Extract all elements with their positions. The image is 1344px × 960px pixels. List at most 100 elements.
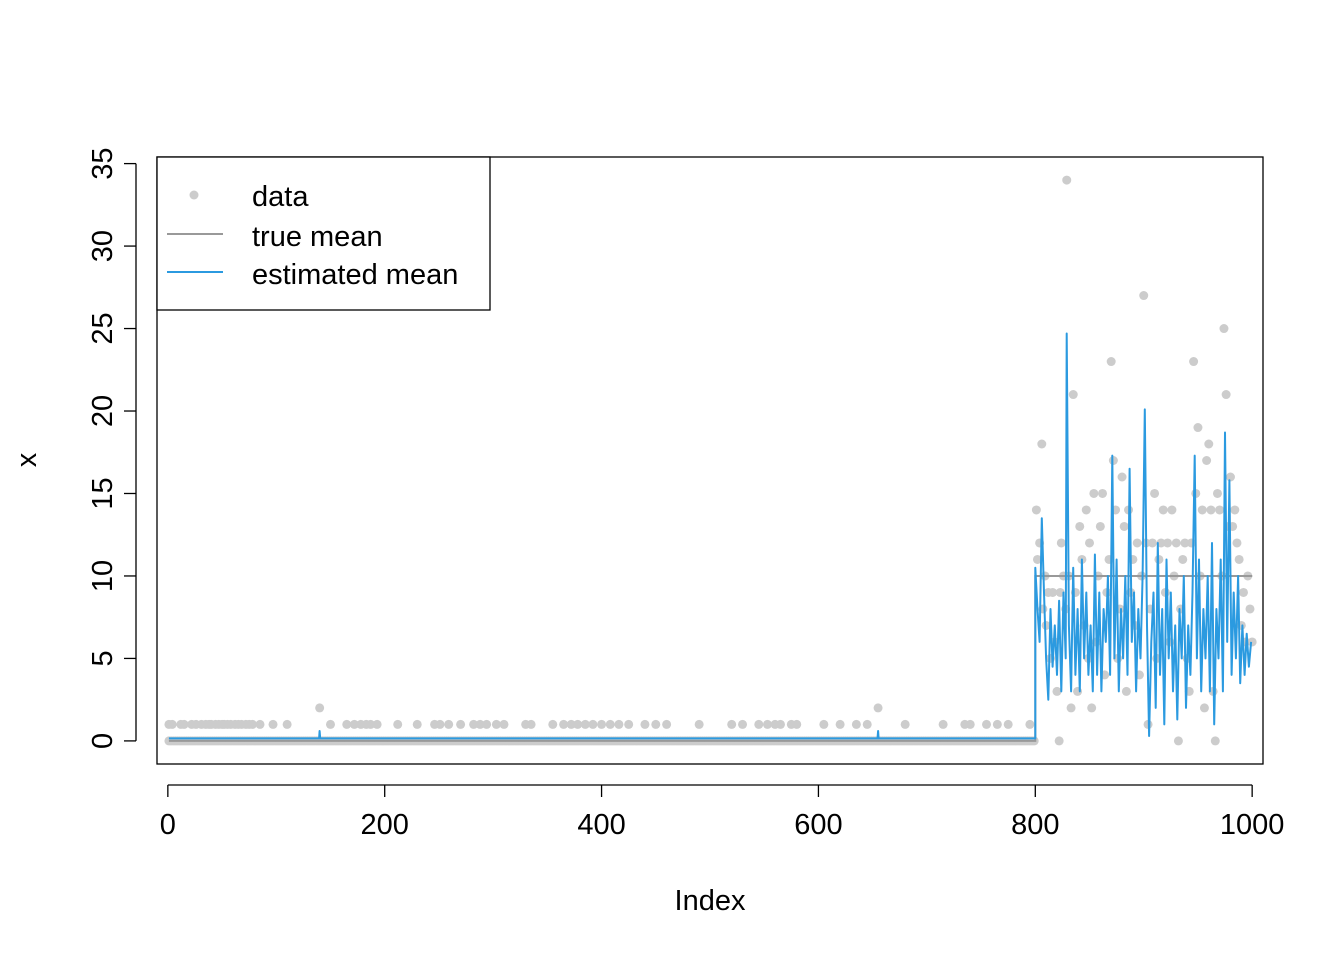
- data-point: [1052, 686, 1062, 696]
- data-point: [775, 719, 785, 729]
- data-point: [1066, 703, 1076, 713]
- data-point: [1108, 456, 1118, 465]
- data-point: [1212, 488, 1222, 498]
- data-point: [1193, 423, 1203, 433]
- data-point: [1167, 505, 1177, 515]
- data-point: [491, 719, 501, 729]
- data-point: [738, 719, 748, 729]
- y-axis: 0 5 10 15 20 25 30 35: [87, 147, 137, 749]
- legend-label-data: data: [252, 181, 309, 213]
- data-point: [247, 719, 257, 729]
- data-point: [1173, 736, 1183, 746]
- data-point: [580, 719, 590, 729]
- data-point: [792, 719, 802, 729]
- data-point: [1202, 456, 1212, 465]
- x-tick-label: 600: [794, 809, 842, 841]
- data-point: [475, 719, 485, 729]
- data-point: [559, 719, 569, 729]
- data-point: [1247, 637, 1257, 647]
- data-point: [1062, 175, 1072, 185]
- data-point: [1056, 538, 1066, 548]
- y-tick-label: 0: [87, 733, 119, 749]
- data-point: [1186, 538, 1196, 548]
- data-point: [1025, 719, 1035, 729]
- data-point: [640, 719, 650, 729]
- data-point: [167, 719, 177, 729]
- data-point: [1204, 439, 1214, 449]
- data-point: [325, 719, 335, 729]
- data-point: [566, 719, 576, 729]
- data-point: [1048, 587, 1058, 597]
- data-point: [651, 719, 661, 729]
- data-point: [819, 719, 829, 729]
- data-point: [1221, 390, 1231, 400]
- data-point: [1232, 538, 1242, 548]
- data-point: [1068, 390, 1078, 400]
- data-point: [282, 719, 292, 729]
- data-point: [762, 719, 772, 729]
- data-point: [1206, 505, 1216, 515]
- data-point: [179, 719, 189, 729]
- data-point: [1117, 472, 1127, 482]
- data-point: [435, 719, 445, 729]
- data-point: [1075, 521, 1085, 531]
- data-point: [1037, 439, 1047, 449]
- data-point: [694, 719, 704, 729]
- y-tick-label: 5: [87, 650, 119, 666]
- data-point: [1041, 620, 1051, 630]
- data-point: [573, 719, 583, 729]
- data-point: [614, 719, 624, 729]
- data-point: [727, 719, 737, 729]
- estimated-mean-line: [168, 332, 1253, 740]
- y-tick-label: 35: [87, 147, 119, 179]
- data-layer: [164, 175, 1257, 746]
- data-point: [1081, 505, 1091, 515]
- data-point: [1245, 604, 1255, 614]
- data-point: [393, 719, 403, 729]
- data-point: [900, 719, 910, 729]
- data-point: [499, 719, 509, 729]
- data-point: [1032, 554, 1042, 564]
- data-point: [1180, 538, 1190, 548]
- data-point: [456, 719, 466, 729]
- data-point: [1219, 324, 1229, 334]
- data-point: [1132, 538, 1142, 548]
- data-point: [1171, 538, 1181, 548]
- data-point: [1085, 538, 1095, 548]
- data-point: [548, 719, 558, 729]
- data-point: [851, 719, 861, 729]
- data-point: [444, 719, 454, 729]
- data-point: [342, 719, 352, 729]
- data-point: [1210, 736, 1220, 746]
- data-point: [1031, 505, 1041, 515]
- y-tick-label: 15: [87, 477, 119, 509]
- y-tick-label: 30: [87, 230, 119, 262]
- data-point: [754, 719, 764, 729]
- data-point: [1095, 521, 1105, 531]
- data-point: [349, 719, 359, 729]
- data-point: [366, 719, 376, 729]
- data-point: [526, 719, 536, 729]
- legend-data-point-symbol: [189, 190, 199, 200]
- data-point: [1087, 703, 1097, 713]
- x-tick-label: 1000: [1220, 809, 1285, 841]
- data-point: [1089, 488, 1099, 498]
- data-point: [1158, 505, 1168, 515]
- data-point: [662, 719, 672, 729]
- x-axis: 0 200 400 600 800 1000: [160, 784, 1285, 841]
- data-point: [1054, 736, 1064, 746]
- data-point: [982, 719, 991, 729]
- data-point: [588, 719, 598, 729]
- data-point: [1234, 554, 1244, 564]
- data-point: [482, 719, 492, 729]
- legend-label-estimated-mean: estimated mean: [252, 259, 458, 291]
- data-point: [1106, 357, 1116, 367]
- data-point: [1163, 538, 1173, 548]
- data-point: [605, 719, 615, 729]
- data-point: [624, 719, 634, 729]
- data-point: [1119, 521, 1129, 531]
- x-tick-label: 400: [577, 809, 625, 841]
- data-point: [862, 719, 872, 729]
- data-point: [1121, 686, 1131, 696]
